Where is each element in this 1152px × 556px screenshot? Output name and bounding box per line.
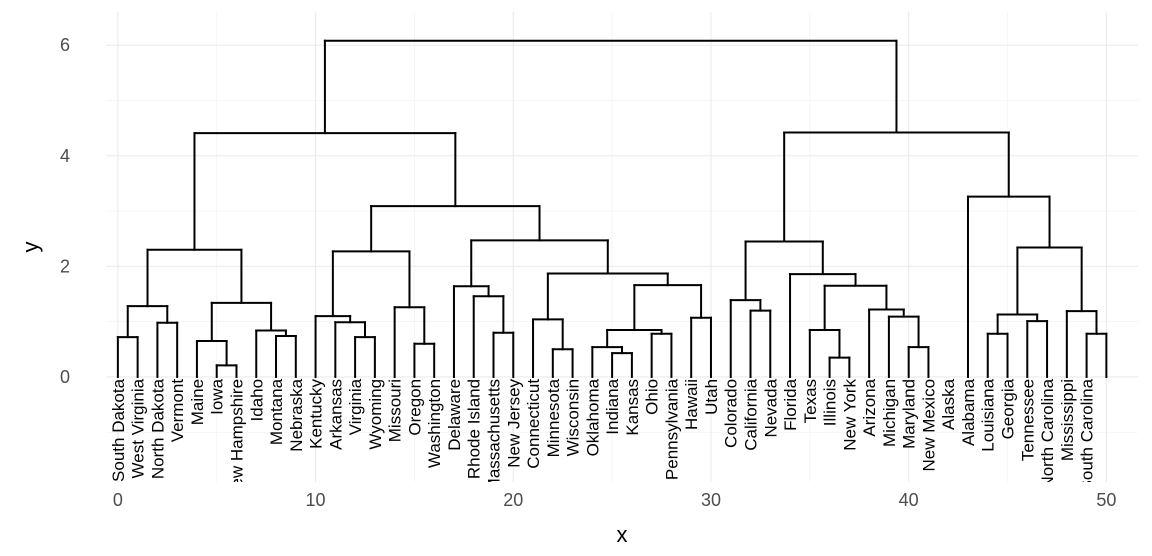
leaf-label: North Dakota xyxy=(148,378,167,479)
leaf-label: Massachusetts xyxy=(484,379,503,492)
x-tick-label: 30 xyxy=(701,490,721,510)
x-tick-label: 0 xyxy=(113,490,123,510)
x-axis-title: x xyxy=(617,522,628,547)
leaf-label: Louisiana xyxy=(979,378,998,451)
leaf-label: Minnesota xyxy=(544,378,563,457)
leaf-label: Colorado xyxy=(722,379,741,448)
x-tick-label: 40 xyxy=(899,490,919,510)
leaf-label: Ohio xyxy=(643,379,662,415)
grid-lines xyxy=(106,12,1138,482)
y-tick-label: 6 xyxy=(60,35,70,55)
leaf-label: Texas xyxy=(801,379,820,423)
leaf-label: Georgia xyxy=(999,378,1018,439)
leaf-label: Vermont xyxy=(168,379,187,443)
leaf-label: Delaware xyxy=(445,379,464,451)
dendrogram-branches xyxy=(116,39,1108,378)
leaf-label: Idaho xyxy=(247,379,266,422)
x-tick-label: 10 xyxy=(306,490,326,510)
leaf-label: Florida xyxy=(781,378,800,431)
leaf-label: Oregon xyxy=(405,379,424,436)
leaf-label: Tennessee xyxy=(1018,379,1037,461)
leaf-label: Illinois xyxy=(821,379,840,426)
leaf-label: Virginia xyxy=(346,378,365,435)
x-tick-label: 50 xyxy=(1096,490,1116,510)
leaf-label: Alabama xyxy=(959,378,978,446)
leaf-label: Wyoming xyxy=(366,379,385,450)
axis-ticks: 0 10 20 30 40 50 0 2 4 6 xyxy=(60,35,1116,510)
leaf-label: Nebraska xyxy=(287,378,306,451)
leaf-label: Arizona xyxy=(860,378,879,436)
leaf-label: Washington xyxy=(425,379,444,468)
leaf-label: West Virginia xyxy=(129,378,148,478)
leaf-label: Kentucky xyxy=(307,378,326,448)
leaf-label: California xyxy=(742,378,761,450)
leaf-labels: South Dakota West Virginia North Dakota Ver… xyxy=(109,378,1097,500)
leaf-label: Michigan xyxy=(880,379,899,447)
leaf-label: Missouri xyxy=(386,379,405,442)
leaf-label: Indiana xyxy=(603,378,622,434)
leaf-label: New Jersey xyxy=(504,378,523,467)
leaf-label: North Carolina xyxy=(1038,378,1057,488)
leaf-label: Maryland xyxy=(900,379,919,449)
leaf-label: Iowa xyxy=(208,378,227,414)
leaf-label: Montana xyxy=(267,378,286,445)
y-axis-title: y xyxy=(18,242,43,253)
leaf-label: Arkansas xyxy=(326,379,345,450)
x-tick-label: 20 xyxy=(503,490,523,510)
leaf-label: Connecticut xyxy=(524,379,543,469)
leaf-label: Hawaii xyxy=(682,379,701,430)
y-tick-label: 0 xyxy=(60,367,70,387)
leaf-label: New Mexico xyxy=(919,379,938,472)
leaf-label: Wisconsin xyxy=(564,379,583,456)
leaf-label: Maine xyxy=(188,379,207,425)
leaf-label: New Hampshire xyxy=(227,379,246,500)
leaf-label: Alaska xyxy=(939,378,958,430)
leaf-label: Pennsylvania xyxy=(662,378,681,480)
y-tick-label: 4 xyxy=(60,146,70,166)
leaf-label: Utah xyxy=(702,379,721,415)
y-tick-label: 2 xyxy=(60,256,70,276)
leaf-label: Kansas xyxy=(623,379,642,436)
leaf-label: Nevada xyxy=(761,378,780,437)
leaf-label: Oklahoma xyxy=(583,378,602,456)
leaf-label: Mississippi xyxy=(1058,379,1077,461)
leaf-label: South Dakota xyxy=(109,378,128,482)
leaf-label: Rhode Island xyxy=(465,379,484,479)
leaf-label: South Carolina xyxy=(1078,378,1097,491)
leaf-label: New York xyxy=(840,378,859,450)
